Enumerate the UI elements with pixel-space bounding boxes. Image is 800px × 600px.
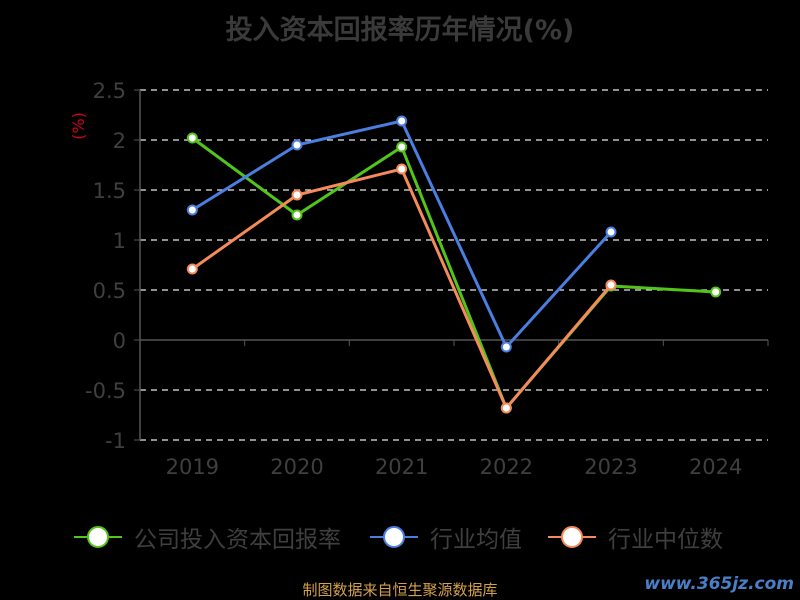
series-line [191, 136, 716, 410]
gridlines [140, 89, 768, 441]
x-tick-label: 2019 [166, 455, 219, 479]
data-point [291, 139, 303, 151]
x-tick-label: 2022 [480, 455, 533, 479]
series-1 [186, 115, 617, 353]
legend-label: 行业中位数 [608, 527, 723, 553]
data-point [500, 402, 512, 414]
axes [134, 89, 769, 441]
data-point [291, 209, 303, 221]
data-point [186, 263, 198, 275]
data-point [396, 115, 408, 127]
y-tick-label: -0.5 [85, 379, 126, 403]
data-source-note: 制图数据来自恒生聚源数据库 [302, 581, 498, 599]
y-tick-label: -1 [105, 429, 126, 453]
series-0 [186, 132, 722, 414]
y-tick-label: 0.5 [93, 279, 126, 303]
tick-labels: 2.5 2 1.5 1 0.5 0 -0.5 -1 2019 2020 2021 2022 2023 20… [69, 79, 742, 479]
data-point [605, 279, 617, 291]
y-tick-label: 0 [113, 329, 126, 353]
legend-marker-icon [561, 526, 583, 548]
legend: 公司投入资本回报率 行业均值 行业中位数 [0, 518, 800, 558]
series-line [191, 119, 613, 349]
data-point [291, 189, 303, 201]
watermark[interactable]: www.365jz.com [644, 574, 794, 594]
series-2 [186, 163, 617, 414]
data-point [500, 341, 512, 353]
series-lines [186, 115, 722, 414]
x-tick-label: 2020 [270, 455, 323, 479]
y-tick-label: 2 [113, 129, 126, 153]
data-point [396, 163, 408, 175]
x-tick-label: 2021 [375, 455, 428, 479]
x-tick-label: 2023 [584, 455, 637, 479]
y-tick-label: 1.5 [93, 179, 126, 203]
data-point [186, 204, 198, 216]
legend-label: 行业均值 [430, 527, 522, 553]
legend-label: 公司投入资本回报率 [134, 527, 341, 553]
legend-marker-icon [87, 526, 109, 548]
data-point [186, 132, 198, 144]
x-tick-label: 2024 [689, 455, 742, 479]
y-tick-label: 1 [113, 229, 126, 253]
y-tick-label: 2.5 [93, 79, 126, 103]
series-line [191, 167, 613, 410]
y-axis-label: (%) [69, 112, 88, 140]
chart-title: 投入资本回报率历年情况(%) [225, 15, 575, 46]
legend-marker-icon [383, 526, 405, 548]
data-point [605, 226, 617, 238]
data-point [396, 141, 408, 153]
data-point [710, 286, 722, 298]
